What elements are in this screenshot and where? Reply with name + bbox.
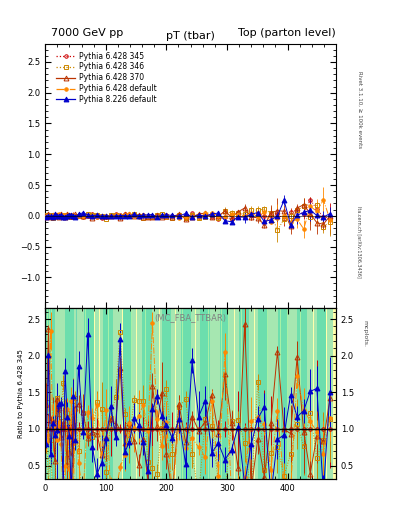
Bar: [76, 308, 81, 479]
Bar: [239, 308, 249, 479]
Legend: Pythia 6.428 345, Pythia 6.428 346, Pythia 6.428 370, Pythia 6.428 default, Pyth: Pythia 6.428 345, Pythia 6.428 346, Pyth…: [55, 50, 158, 105]
Bar: [55, 308, 64, 479]
Bar: [261, 308, 267, 479]
Bar: [74, 308, 77, 479]
Title: pT (tbar): pT (tbar): [166, 31, 215, 41]
Bar: [255, 308, 261, 479]
Bar: [278, 308, 288, 479]
Bar: [242, 308, 248, 479]
Bar: [196, 308, 202, 479]
Bar: [72, 308, 74, 479]
Bar: [155, 308, 159, 479]
Bar: [320, 308, 326, 479]
Bar: [132, 308, 142, 479]
Bar: [127, 308, 132, 479]
Bar: [220, 308, 230, 479]
Bar: [113, 308, 123, 479]
Bar: [48, 308, 50, 479]
Bar: [136, 308, 141, 479]
Bar: [189, 308, 195, 479]
Text: mcplots.: mcplots.: [363, 320, 367, 347]
Bar: [118, 308, 122, 479]
Bar: [90, 308, 94, 479]
Bar: [176, 308, 182, 479]
Bar: [268, 308, 274, 479]
Text: Top (parton level): Top (parton level): [238, 28, 336, 38]
Bar: [210, 308, 220, 479]
Bar: [45, 308, 55, 479]
Bar: [317, 308, 326, 479]
Bar: [215, 308, 221, 479]
Bar: [64, 308, 66, 479]
Bar: [297, 308, 307, 479]
Bar: [46, 308, 47, 479]
Bar: [327, 308, 333, 479]
Bar: [259, 308, 268, 479]
Bar: [301, 308, 307, 479]
Bar: [171, 308, 181, 479]
Bar: [229, 308, 235, 479]
Text: Rivet 3.1.10, ≥ 100k events: Rivet 3.1.10, ≥ 100k events: [357, 71, 362, 148]
Bar: [146, 308, 150, 479]
Bar: [162, 308, 171, 479]
Bar: [160, 308, 164, 479]
Bar: [68, 308, 70, 479]
Bar: [60, 308, 62, 479]
Bar: [99, 308, 104, 479]
Bar: [274, 308, 280, 479]
Bar: [230, 308, 239, 479]
Bar: [86, 308, 90, 479]
Bar: [248, 308, 254, 479]
Bar: [222, 308, 228, 479]
Bar: [56, 308, 58, 479]
Text: lta.cern.ch [arXiv:1306.3436]: lta.cern.ch [arXiv:1306.3436]: [357, 206, 362, 278]
Bar: [54, 308, 56, 479]
Bar: [58, 308, 60, 479]
Bar: [64, 308, 74, 479]
Bar: [141, 308, 145, 479]
Bar: [288, 308, 297, 479]
Bar: [281, 308, 287, 479]
Bar: [314, 308, 320, 479]
Bar: [84, 308, 94, 479]
Bar: [70, 308, 72, 479]
Bar: [95, 308, 99, 479]
Bar: [152, 308, 162, 479]
Bar: [200, 308, 210, 479]
Bar: [103, 308, 113, 479]
Bar: [163, 308, 169, 479]
Bar: [294, 308, 300, 479]
Bar: [62, 308, 64, 479]
Bar: [326, 308, 336, 479]
Bar: [307, 308, 317, 479]
Bar: [307, 308, 313, 479]
Bar: [183, 308, 189, 479]
Bar: [81, 308, 85, 479]
Bar: [132, 308, 136, 479]
Bar: [191, 308, 200, 479]
Bar: [235, 308, 241, 479]
Bar: [249, 308, 259, 479]
Bar: [66, 308, 68, 479]
Bar: [202, 308, 208, 479]
Bar: [50, 308, 51, 479]
Bar: [209, 308, 215, 479]
Bar: [104, 308, 108, 479]
Bar: [74, 308, 84, 479]
Bar: [142, 308, 152, 479]
Bar: [52, 308, 53, 479]
Bar: [151, 308, 154, 479]
Y-axis label: Ratio to Pythia 6.428 345: Ratio to Pythia 6.428 345: [18, 349, 24, 438]
Bar: [114, 308, 118, 479]
Bar: [123, 308, 132, 479]
Bar: [109, 308, 113, 479]
Bar: [268, 308, 278, 479]
Bar: [123, 308, 127, 479]
Bar: [94, 308, 103, 479]
Bar: [181, 308, 191, 479]
Text: (MC_FBA_TTBAR): (MC_FBA_TTBAR): [154, 313, 227, 322]
Bar: [288, 308, 294, 479]
Bar: [169, 308, 175, 479]
Text: 7000 GeV pp: 7000 GeV pp: [51, 28, 123, 38]
